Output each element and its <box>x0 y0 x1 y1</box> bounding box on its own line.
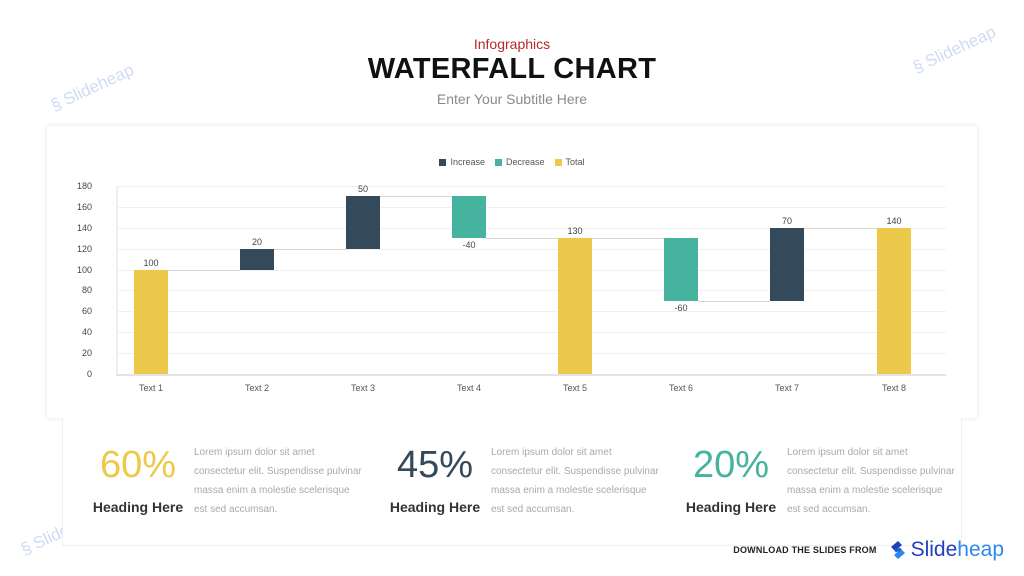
stat-heading: Heading Here <box>685 499 777 515</box>
footer: DOWNLOAD THE SLIDES FROM Slide heap <box>733 538 1004 562</box>
page-title: WATERFALL CHART <box>367 53 657 85</box>
chart-card <box>47 126 977 418</box>
legend-swatch-icon <box>494 158 502 166</box>
chart-legend: Increase Decrease Total <box>0 157 1024 167</box>
legend-swatch-icon <box>439 158 447 166</box>
legend-label: Increase <box>450 157 485 167</box>
stat-percent: 45% <box>396 444 474 486</box>
stats-card <box>62 418 962 546</box>
stat-body-text: Lorem ipsum dolor sit amet consectetur e… <box>194 447 362 515</box>
stat-body-text: Lorem ipsum dolor sit amet consectetur e… <box>787 447 955 515</box>
kicker-label: Infographics <box>473 36 551 52</box>
legend-item-total: Total <box>554 157 585 167</box>
stat-heading: Heading Here <box>92 499 184 515</box>
brand-name-part2: heap <box>957 538 1004 561</box>
slideheap-brand-link[interactable]: Slide heap <box>887 538 1004 562</box>
legend-label: Decrease <box>505 157 545 167</box>
download-text: DOWNLOAD THE SLIDES FROM <box>733 545 877 555</box>
stat-block-3: 20% Heading Here Lorem ipsum dolor sit a… <box>676 442 966 532</box>
page-subtitle: Enter Your Subtitle Here <box>436 91 588 107</box>
stat-body-text: Lorem ipsum dolor sit amet consectetur e… <box>491 447 659 515</box>
stat-heading: Heading Here <box>389 499 481 515</box>
legend-item-decrease: Decrease <box>494 157 545 167</box>
stat-block-2: 45% Heading Here Lorem ipsum dolor sit a… <box>380 442 670 532</box>
legend-label: Total <box>565 157 585 167</box>
slideheap-logo-icon <box>890 541 905 559</box>
stat-percent: 60% <box>99 444 177 486</box>
stat-block-1: 60% Heading Here Lorem ipsum dolor sit a… <box>83 442 373 532</box>
legend-swatch-icon <box>554 158 562 166</box>
legend-item-increase: Increase <box>439 157 485 167</box>
stat-percent: 20% <box>692 444 770 486</box>
brand-name-part1: Slide <box>910 538 958 561</box>
